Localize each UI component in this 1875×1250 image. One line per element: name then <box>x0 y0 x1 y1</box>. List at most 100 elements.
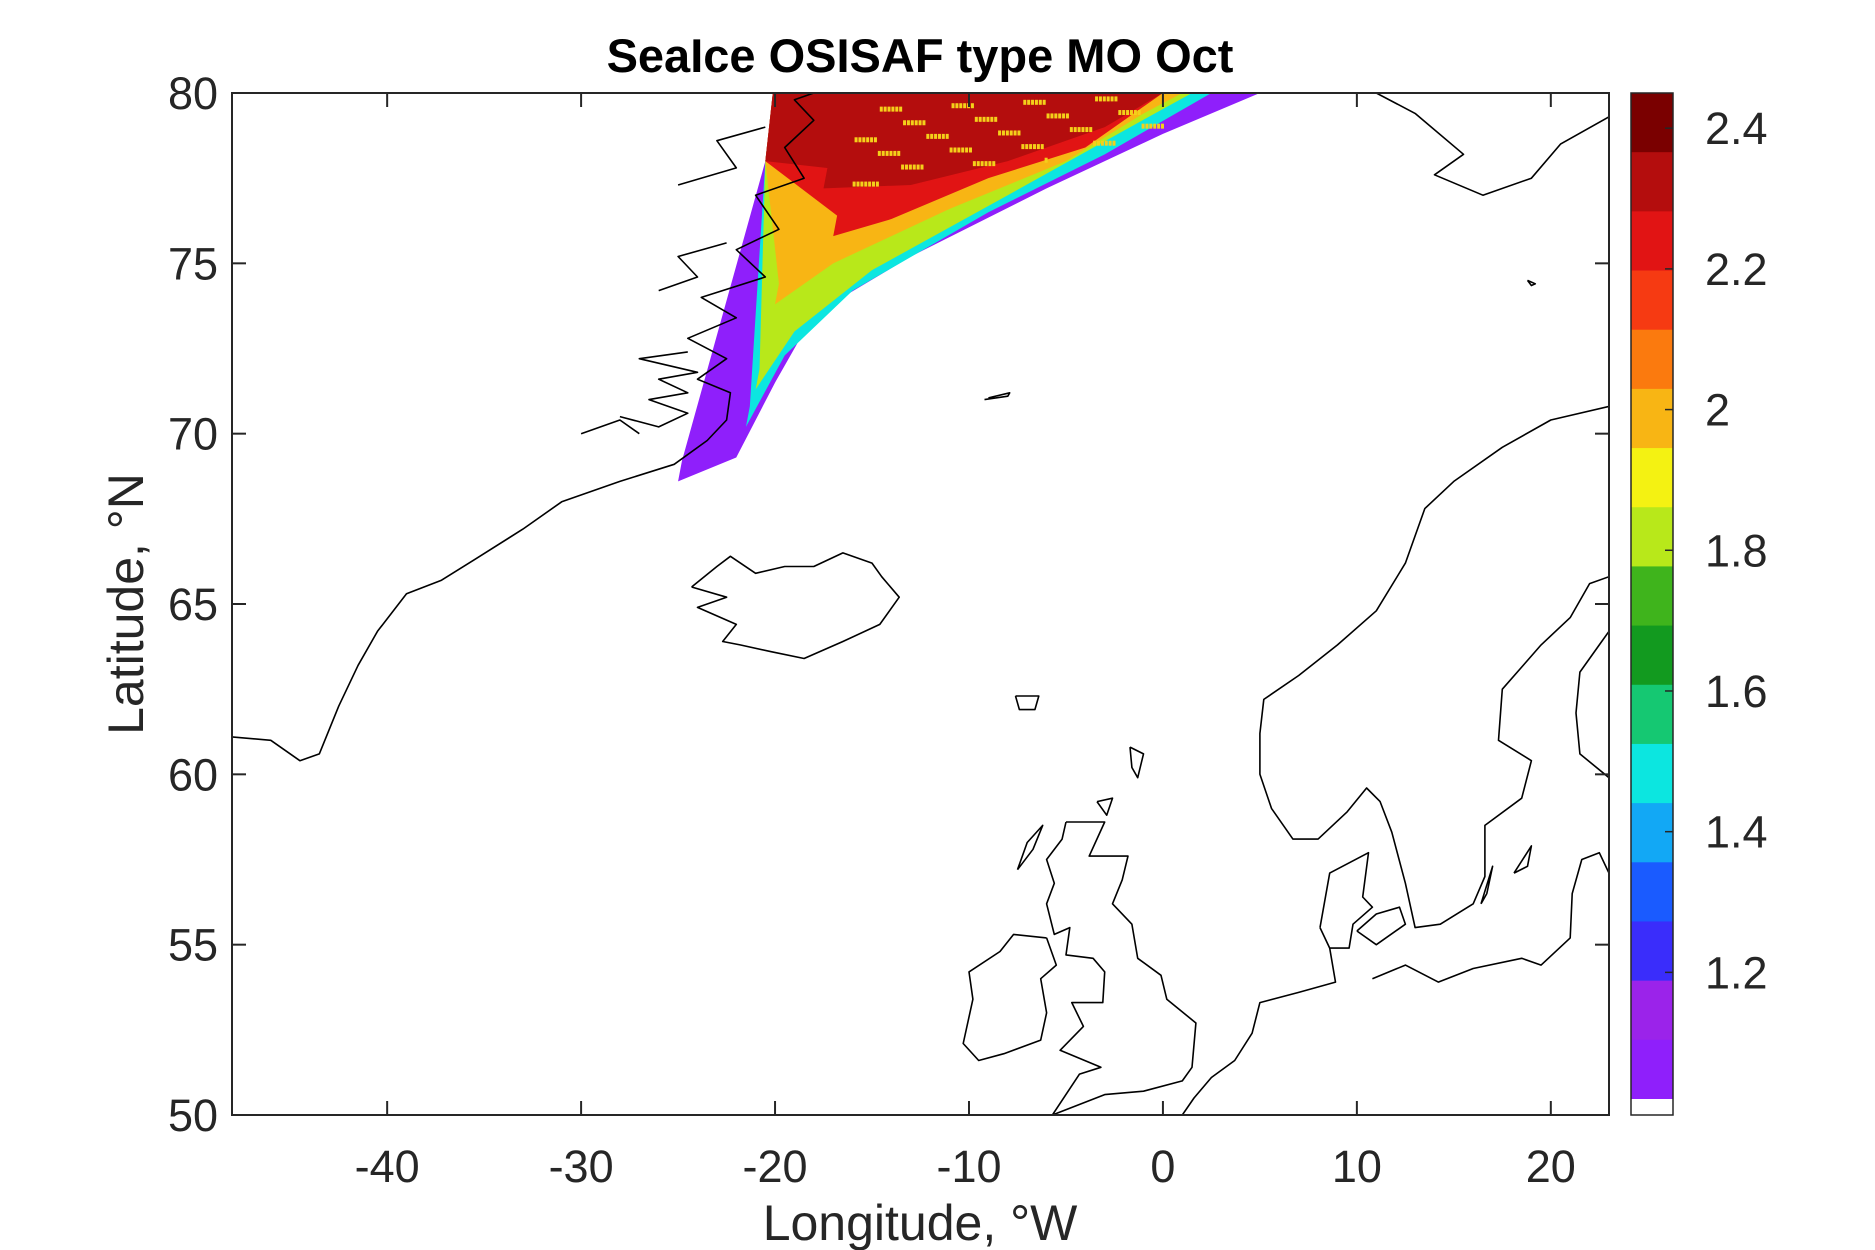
y-tick-label: 70 <box>168 409 218 460</box>
ice-speckle <box>1042 99 1046 105</box>
ice-speckle <box>1104 140 1108 146</box>
ice-speckle <box>1149 123 1153 129</box>
ice-speckle <box>1108 140 1112 146</box>
ice-speckle <box>1050 113 1054 119</box>
colorbar-tick-label: 1.4 <box>1705 807 1768 858</box>
x-tick-label: -20 <box>743 1141 808 1192</box>
ice-speckle <box>984 161 988 167</box>
ice-speckle <box>862 137 866 143</box>
ice-speckle <box>945 133 949 139</box>
coastline <box>658 242 727 292</box>
ice-speckle <box>972 161 976 167</box>
colorbar-swatch <box>1631 211 1673 272</box>
x-tick-label: -10 <box>936 1141 1001 1192</box>
ice-speckle <box>1005 130 1009 136</box>
ice-speckle <box>990 116 994 122</box>
colorbar-swatch <box>1631 329 1673 390</box>
ice-speckle <box>899 106 903 112</box>
coastline <box>1372 851 1609 983</box>
ice-speckle <box>988 161 992 167</box>
chart-title: SeaIce OSISAF type MO Oct <box>607 29 1234 82</box>
ice-speckle <box>914 120 918 126</box>
coastline <box>984 392 1011 401</box>
ice-speckle <box>959 103 963 109</box>
ice-speckle <box>908 164 912 170</box>
coastline <box>1045 821 1197 1115</box>
ice-speckle <box>968 147 972 153</box>
ice-speckle <box>955 103 959 109</box>
coastline <box>1575 630 1609 779</box>
ice-speckle <box>904 164 908 170</box>
ice-speckle <box>852 181 856 187</box>
colorbar-swatch <box>1631 507 1673 568</box>
coastline <box>1375 93 1609 196</box>
y-tick-label: 65 <box>168 579 218 630</box>
ice-speckle <box>918 120 922 126</box>
ice-speckle <box>870 137 874 143</box>
coastline <box>677 126 766 186</box>
ice-speckle <box>986 116 990 122</box>
colorbar-swatch <box>1631 152 1673 212</box>
coastline <box>1513 845 1533 874</box>
colorbar-swatch <box>1631 803 1673 863</box>
colorbar-nodata-swatch <box>1631 1099 1673 1115</box>
ice-speckle <box>868 181 872 187</box>
y-axis-label: Latitude, °N <box>98 473 154 735</box>
ice-speckle <box>860 181 864 187</box>
ice-speckle <box>854 137 858 143</box>
ice-speckle <box>1095 96 1099 102</box>
ice-speckle <box>891 106 895 112</box>
sea-ice-field <box>678 93 1260 482</box>
ice-speckle <box>881 150 885 156</box>
ice-speckle <box>1027 99 1031 105</box>
ice-speckle <box>982 116 986 122</box>
ice-speckle <box>1073 127 1077 133</box>
colorbar-swatch <box>1631 566 1673 627</box>
ice-speckle <box>1069 127 1073 133</box>
ice-speckle <box>957 147 961 153</box>
ice-speckle <box>998 130 1002 136</box>
ice-speckle <box>1114 96 1118 102</box>
ice-speckle <box>1029 144 1033 150</box>
colorbar-swatch <box>1631 448 1673 508</box>
ice-speckle <box>1141 123 1145 129</box>
coastline <box>1180 947 1337 1115</box>
coastline <box>691 552 900 660</box>
ice-speckle <box>1081 127 1085 133</box>
y-tick-label: 50 <box>168 1090 218 1141</box>
ice-speckle <box>866 137 870 143</box>
colorbar-tick-label: 2 <box>1705 385 1730 436</box>
ice-speckle <box>1122 110 1126 116</box>
map-area <box>232 93 1609 1115</box>
colorbar-swatch <box>1631 743 1673 804</box>
ice-speckle <box>1062 113 1066 119</box>
ice-speckle <box>864 181 868 187</box>
ice-speckle <box>1040 144 1044 150</box>
ice-speckle <box>1102 96 1106 102</box>
ice-speckle <box>1025 144 1029 150</box>
ice-speckle <box>912 164 916 170</box>
ice-speckle <box>1126 110 1130 116</box>
colorbar-swatch <box>1631 684 1673 745</box>
x-tick-label: 10 <box>1332 1141 1382 1192</box>
colorbar-swatch <box>1631 862 1673 923</box>
ice-speckle <box>920 164 924 170</box>
ice-speckle <box>965 147 969 153</box>
ice-speckle <box>883 106 887 112</box>
ice-speckle <box>970 103 974 109</box>
x-tick-label: -30 <box>549 1141 614 1192</box>
coastline <box>1526 279 1537 287</box>
ice-speckle <box>885 150 889 156</box>
colorbar-swatch <box>1631 625 1673 686</box>
colorbar: 1.2 1.4 1.6 1.8 2 2.2 2.4 <box>1630 92 1768 1116</box>
ice-speckle <box>992 161 996 167</box>
ice-speckle <box>875 181 879 187</box>
ice-speckle <box>1046 113 1050 119</box>
ice-speckle <box>1058 113 1062 119</box>
colorbar-tick-label: 1.6 <box>1705 666 1768 717</box>
ice-speckle <box>1034 99 1038 105</box>
x-tick-label: -40 <box>355 1141 420 1192</box>
ice-speckle <box>1093 140 1097 146</box>
coastline <box>1129 746 1145 779</box>
ice-speckle <box>901 164 905 170</box>
